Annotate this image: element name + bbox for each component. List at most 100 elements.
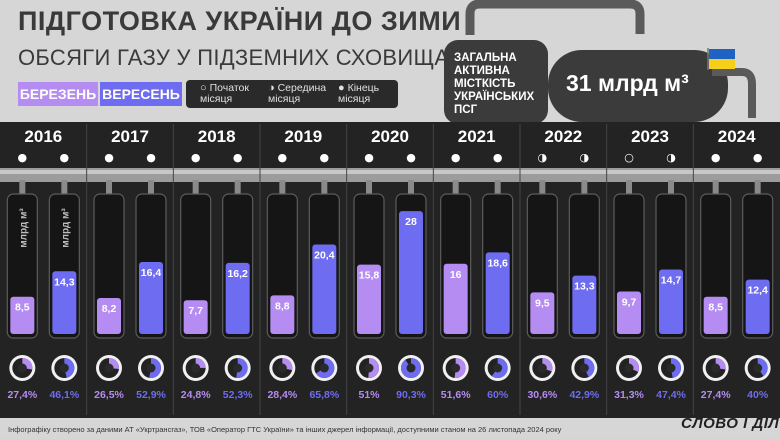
- march-gauge-hole: [364, 363, 374, 373]
- legend-september: ВЕРЕСЕНЬ: [100, 82, 182, 106]
- september-gauge-hole: [493, 363, 503, 373]
- tank-label: ЗАГАЛЬНА АКТИВНА МІСТКІСТЬ УКРАЇНСЬКИХ П…: [454, 52, 535, 116]
- flag-yellow: [709, 59, 735, 69]
- legend-march: БЕРЕЗЕНЬ: [18, 82, 98, 106]
- march-connector: [366, 180, 372, 198]
- september-percent-label: 47,4%: [656, 389, 686, 401]
- march-connector: [19, 180, 26, 198]
- year-label: 2022: [544, 127, 582, 146]
- september-gauge-hole: [406, 363, 416, 373]
- september-gauge-hole: [319, 363, 329, 373]
- year-label: 2023: [631, 127, 669, 146]
- march-timing-marker: ●: [364, 151, 374, 164]
- september-connector: [321, 180, 328, 198]
- march-timing-marker: ●: [104, 151, 114, 164]
- september-connector: [408, 180, 414, 198]
- unit-label: млрд м³: [18, 208, 29, 248]
- september-timing-marker: ◑: [666, 151, 676, 164]
- september-bar: [52, 271, 77, 334]
- september-connector: [61, 180, 68, 198]
- september-gauge-fill: [757, 358, 768, 377]
- march-value-label: 16: [450, 269, 462, 281]
- march-bar: [97, 298, 121, 334]
- september-gauge-hole: [59, 363, 69, 373]
- tank-side-pipe: [712, 68, 756, 118]
- september-bar: [745, 279, 770, 334]
- brand-logo: СЛОВО І ДІЛО: [681, 415, 780, 432]
- september-timing-marker: ●: [146, 151, 156, 164]
- september-timing-marker: ●: [60, 151, 70, 164]
- march-connector: [539, 180, 546, 198]
- page-subtitle: ОБСЯГИ ГАЗУ У ПІДЗЕМНИХ СХОВИЩАХ: [18, 45, 465, 70]
- march-value-label: 8,5: [15, 302, 30, 314]
- september-connector: [581, 180, 588, 198]
- september-timing-marker: ●: [753, 151, 763, 164]
- september-value-label: 16,4: [141, 267, 162, 279]
- september-percent-label: 65,8%: [309, 389, 339, 401]
- september-connector: [234, 180, 241, 198]
- march-value-label: 15,8: [359, 270, 380, 282]
- year-label: 2019: [284, 127, 322, 146]
- unit-label: млрд м³: [60, 208, 71, 248]
- september-value-label: 16,2: [227, 268, 248, 280]
- legend-end-month: ● Кінець місяця: [338, 82, 380, 105]
- flag-blue: [709, 49, 735, 59]
- september-percent-label: 90,3%: [396, 389, 426, 401]
- september-value-label: 12,4: [747, 285, 768, 297]
- timing-legend: [186, 80, 398, 108]
- september-value-label: 20,4: [314, 250, 335, 262]
- september-timing-marker: ●: [320, 151, 330, 164]
- march-gauge-fill: [368, 358, 379, 378]
- september-timing-marker: ●: [233, 151, 243, 164]
- march-connector: [712, 180, 719, 198]
- september-gauge-hole: [666, 363, 676, 373]
- year-label: 2020: [371, 127, 409, 146]
- september-bar: [399, 211, 423, 334]
- march-percent-label: 27,4%: [7, 389, 37, 401]
- september-bar: [485, 252, 510, 334]
- march-bar: [10, 296, 35, 334]
- september-gauge-fill: [64, 358, 75, 378]
- march-connector: [192, 180, 199, 198]
- legend-mid-month: ◑ Середина місяця: [268, 82, 327, 105]
- march-timing-marker: ●: [18, 151, 28, 164]
- tank-large: [548, 50, 728, 122]
- september-bar: [572, 275, 597, 334]
- march-timing-marker: ●: [451, 151, 461, 164]
- march-percent-label: 51%: [358, 389, 380, 401]
- september-gauge-hole: [579, 363, 589, 373]
- march-value-label: 8,8: [275, 300, 290, 312]
- march-gauge-hole: [17, 363, 27, 373]
- march-value-label: 7,7: [188, 305, 203, 317]
- march-bar: [357, 264, 381, 334]
- march-value-label: 9,5: [535, 297, 550, 309]
- september-value-label: 28: [405, 216, 417, 228]
- september-timing-marker: ◑: [580, 151, 590, 164]
- september-timing-marker: ●: [493, 151, 503, 164]
- september-bar: [139, 262, 163, 334]
- september-bar: [225, 262, 250, 334]
- year-label: 2016: [24, 127, 62, 146]
- pipe-highlight: [0, 170, 780, 174]
- september-gauge-hole: [753, 363, 763, 373]
- march-percent-label: 24,8%: [181, 389, 211, 401]
- september-connector: [668, 180, 674, 198]
- march-connector: [279, 180, 286, 198]
- september-connector: [494, 180, 501, 198]
- year-label: 2018: [198, 127, 236, 146]
- march-percent-label: 31,3%: [614, 389, 644, 401]
- september-gauge-hole: [233, 363, 243, 373]
- september-bar: [312, 244, 337, 334]
- march-bar: [443, 263, 468, 334]
- september-value-label: 13,3: [574, 281, 595, 293]
- september-percent-label: 52,3%: [223, 389, 253, 401]
- mid-month-icon: ◑: [268, 82, 275, 94]
- september-percent-label: 40%: [747, 389, 769, 401]
- march-gauge-hole: [451, 363, 461, 373]
- march-gauge-hole: [191, 363, 201, 373]
- footnote: Інфографіку створено за даними АТ «Укртр…: [8, 425, 562, 434]
- september-percent-label: 60%: [487, 389, 509, 401]
- march-bar: [703, 296, 728, 334]
